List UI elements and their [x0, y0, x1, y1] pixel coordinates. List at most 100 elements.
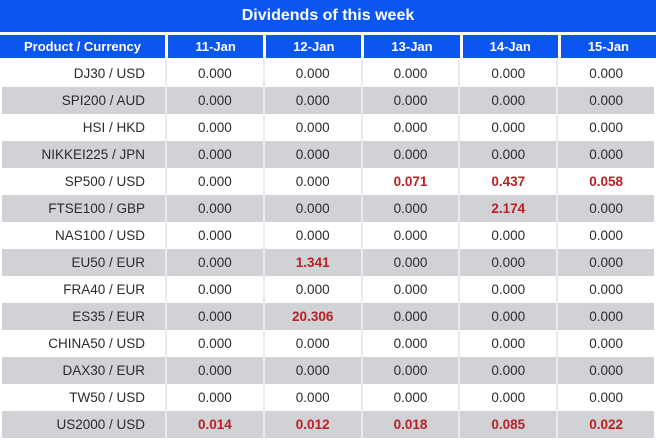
- dividend-value-cell: 0.000: [165, 222, 263, 249]
- product-cell: EU50 / EUR: [71, 255, 145, 270]
- dividend-value-cell: 0.000: [556, 141, 654, 168]
- table-row: CHINA50 / USD 0.000 0.000 0.000 0.000 0.000: [0, 330, 656, 357]
- product-cell: CHINA50 / USD: [48, 336, 145, 351]
- dividend-value-cell: 0.000: [556, 87, 654, 114]
- dividend-value-cell: 1.341: [262, 249, 361, 276]
- dividend-value-cell: 0.000: [360, 114, 459, 141]
- dividend-value-cell: 0.437: [458, 168, 556, 195]
- product-cell: FTSE100 / GBP: [48, 201, 145, 216]
- dividend-value-cell: 0.000: [262, 276, 361, 303]
- dividend-value-cell: 0.000: [360, 60, 459, 87]
- table-row: NAS100 / USD 0.000 0.000 0.000 0.000 0.000: [0, 222, 656, 249]
- dividend-value-cell: 0.000: [556, 384, 654, 411]
- dividend-value-cell: 0.000: [262, 330, 361, 357]
- table-row: NIKKEI225 / JPN 0.000 0.000 0.000 0.000 0.000: [0, 141, 656, 168]
- dividend-value-cell: 0.000: [262, 384, 361, 411]
- dividend-value-cell: 0.000: [165, 357, 263, 384]
- dividend-value-cell: 0.014: [165, 411, 263, 438]
- dividend-value-cell: 0.000: [556, 222, 654, 249]
- table-row: SPI200 / AUD 0.000 0.000 0.000 0.000 0.000: [0, 87, 656, 114]
- dividend-value-cell: 0.000: [458, 87, 556, 114]
- dividend-value-cell: 0.000: [165, 114, 263, 141]
- dividend-value-cell: 0.000: [458, 60, 556, 87]
- column-header-13-jan: 13-Jan: [361, 35, 460, 58]
- dividend-value-cell: 0.000: [262, 141, 361, 168]
- dividend-value-cell: 0.000: [458, 249, 556, 276]
- table-row: SP500 / USD 0.000 0.000 0.071 0.437 0.058: [0, 168, 656, 195]
- dividend-value-cell: 0.000: [165, 276, 263, 303]
- dividend-value-cell: 0.000: [360, 330, 459, 357]
- product-cell: DJ30 / USD: [73, 66, 145, 81]
- dividend-value-cell: 0.000: [262, 168, 361, 195]
- dividend-value-cell: 0.000: [556, 330, 654, 357]
- dividend-value-cell: 0.012: [262, 411, 361, 438]
- dividend-value-cell: 0.071: [360, 168, 459, 195]
- dividend-value-cell: 0.000: [556, 249, 654, 276]
- product-cell: DAX30 / EUR: [62, 363, 145, 378]
- dividend-value-cell: 0.000: [262, 114, 361, 141]
- column-header-12-jan: 12-Jan: [263, 35, 362, 58]
- product-cell: HSI / HKD: [82, 120, 145, 135]
- dividend-value-cell: 0.000: [262, 87, 361, 114]
- table-row: HSI / HKD 0.000 0.000 0.000 0.000 0.000: [0, 114, 656, 141]
- dividend-value-cell: 0.000: [556, 303, 654, 330]
- product-cell: SPI200 / AUD: [61, 93, 145, 108]
- dividend-value-cell: 0.000: [360, 141, 459, 168]
- dividend-value-cell: 0.000: [458, 141, 556, 168]
- table-row: DJ30 / USD 0.000 0.000 0.000 0.000 0.000: [0, 60, 656, 87]
- dividend-value-cell: 0.000: [262, 222, 361, 249]
- dividend-value-cell: 2.174: [458, 195, 556, 222]
- table-row: FTSE100 / GBP 0.000 0.000 0.000 2.174 0.000: [0, 195, 656, 222]
- dividend-value-cell: 0.000: [165, 384, 263, 411]
- dividend-value-cell: 0.000: [165, 195, 263, 222]
- dividend-value-cell: 0.000: [262, 60, 361, 87]
- dividend-value-cell: 0.000: [458, 330, 556, 357]
- dividend-value-cell: 0.085: [458, 411, 556, 438]
- table-row: TW50 / USD 0.000 0.000 0.000 0.000 0.000: [0, 384, 656, 411]
- dividend-value-cell: 0.000: [458, 303, 556, 330]
- column-header-15-jan: 15-Jan: [557, 35, 656, 58]
- dividend-value-cell: 0.000: [556, 114, 654, 141]
- dividend-value-cell: 0.000: [360, 222, 459, 249]
- dividend-value-cell: 0.000: [458, 222, 556, 249]
- dividend-value-cell: 0.000: [165, 60, 263, 87]
- dividend-value-cell: 0.000: [556, 357, 654, 384]
- table-row: DAX30 / EUR 0.000 0.000 0.000 0.000 0.000: [0, 357, 656, 384]
- dividend-value-cell: 0.000: [262, 357, 361, 384]
- table-row: EU50 / EUR 0.000 1.341 0.000 0.000 0.000: [0, 249, 656, 276]
- product-cell: NIKKEI225 / JPN: [41, 147, 145, 162]
- table-body: DJ30 / USD 0.000 0.000 0.000 0.000 0.000 SPI20…: [0, 60, 656, 441]
- dividend-value-cell: 0.000: [360, 276, 459, 303]
- column-header-11-jan: 11-Jan: [165, 35, 264, 58]
- table-row: FRA40 / EUR 0.000 0.000 0.000 0.000 0.000: [0, 276, 656, 303]
- dividend-value-cell: 0.000: [165, 249, 263, 276]
- dividend-value-cell: 0.000: [360, 87, 459, 114]
- product-cell: NAS100 / USD: [54, 228, 145, 243]
- product-cell: SP500 / USD: [64, 174, 145, 189]
- product-cell: TW50 / USD: [69, 390, 145, 405]
- dividend-value-cell: 0.000: [556, 276, 654, 303]
- table-row: US2000 / USD 0.014 0.012 0.018 0.085 0.022: [0, 411, 656, 438]
- dividend-value-cell: 0.058: [556, 168, 654, 195]
- product-cell: ES35 / EUR: [72, 309, 145, 324]
- dividend-value-cell: 0.000: [165, 303, 263, 330]
- table-row: ES35 / EUR 0.000 20.306 0.000 0.000 0.000: [0, 303, 656, 330]
- dividend-value-cell: 0.000: [556, 60, 654, 87]
- table-title: Dividends of this week: [0, 0, 656, 35]
- dividend-value-cell: 0.018: [360, 411, 459, 438]
- dividend-value-cell: 0.000: [262, 195, 361, 222]
- column-header-14-jan: 14-Jan: [459, 35, 558, 58]
- dividend-value-cell: 0.000: [360, 303, 459, 330]
- column-header-product-currency: Product / Currency: [0, 35, 165, 58]
- dividend-value-cell: 0.022: [556, 411, 654, 438]
- dividend-value-cell: 0.000: [165, 168, 263, 195]
- column-header-row: Product / Currency 11-Jan 12-Jan 13-Jan …: [0, 35, 656, 60]
- dividend-value-cell: 0.000: [360, 384, 459, 411]
- dividend-value-cell: 0.000: [360, 249, 459, 276]
- dividend-value-cell: 0.000: [458, 114, 556, 141]
- dividend-value-cell: 0.000: [360, 357, 459, 384]
- dividend-value-cell: 0.000: [360, 195, 459, 222]
- dividend-value-cell: 0.000: [165, 87, 263, 114]
- dividend-value-cell: 0.000: [458, 276, 556, 303]
